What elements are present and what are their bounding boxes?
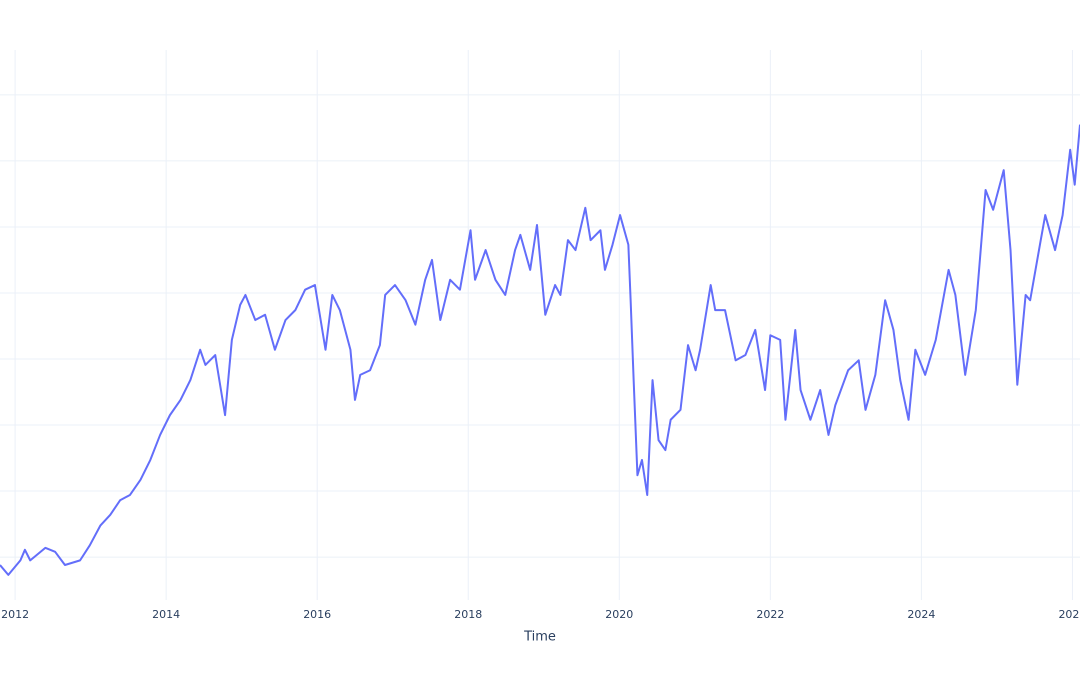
x-tick-label: 2018 xyxy=(454,608,482,621)
x-tick-label: 2020 xyxy=(605,608,633,621)
x-tick-label: 2022 xyxy=(756,608,784,621)
x-tick-label: 2026 xyxy=(1058,608,1080,621)
x-tick-label: 2016 xyxy=(303,608,331,621)
line-series xyxy=(0,124,1080,576)
x-axis-title: Time xyxy=(523,630,556,645)
x-tick-label: 2014 xyxy=(152,608,180,621)
x-tick-label: 2012 xyxy=(1,608,29,621)
x-tick-label: 2024 xyxy=(907,608,935,621)
